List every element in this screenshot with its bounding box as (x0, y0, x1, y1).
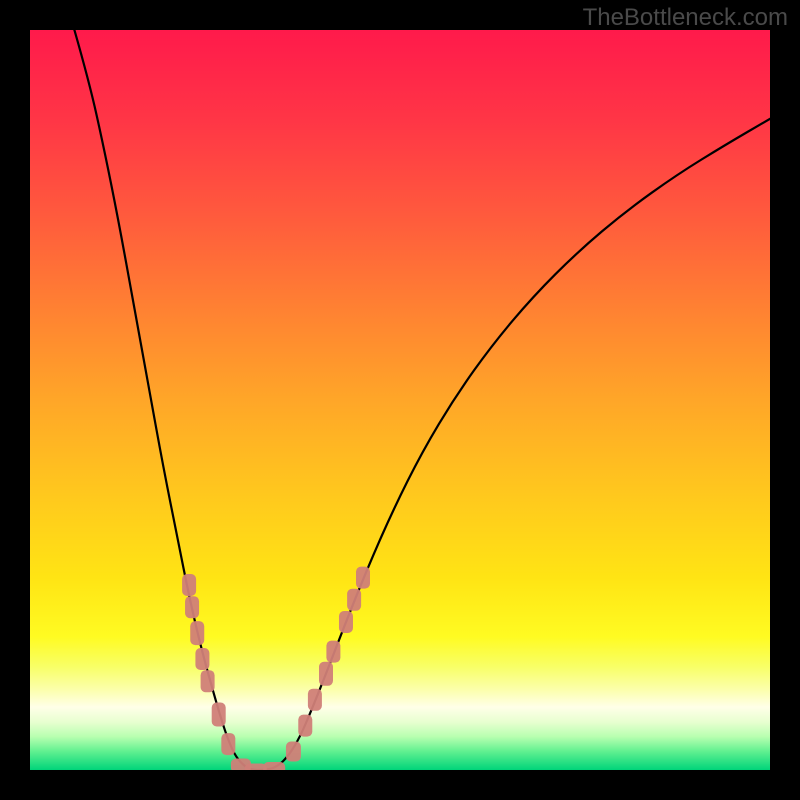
curve-marker (286, 742, 301, 762)
chart-frame: TheBottleneck.com (0, 0, 800, 800)
data-markers (182, 567, 370, 770)
curve-marker (185, 596, 199, 618)
curve-marker (319, 662, 333, 686)
curve-marker (221, 733, 235, 755)
curve-marker (263, 762, 285, 770)
curve-marker (195, 648, 209, 670)
curve-marker (339, 611, 353, 633)
curve-marker (201, 670, 215, 692)
curve-marker (308, 689, 322, 711)
bottleneck-curve (30, 30, 770, 770)
curve-marker (356, 567, 370, 589)
curve-marker (212, 703, 226, 727)
curve-marker (326, 641, 340, 663)
curve-marker (298, 715, 312, 737)
curve-marker (182, 574, 196, 596)
watermark-label: TheBottleneck.com (583, 4, 788, 32)
plot-area (30, 30, 770, 770)
curve-marker (347, 589, 361, 611)
curve-marker (190, 621, 204, 645)
